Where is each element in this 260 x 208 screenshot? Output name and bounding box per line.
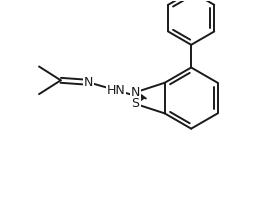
Text: S: S <box>132 97 140 110</box>
Text: N: N <box>131 86 140 99</box>
Text: N: N <box>84 76 93 89</box>
Text: HN: HN <box>107 84 125 97</box>
